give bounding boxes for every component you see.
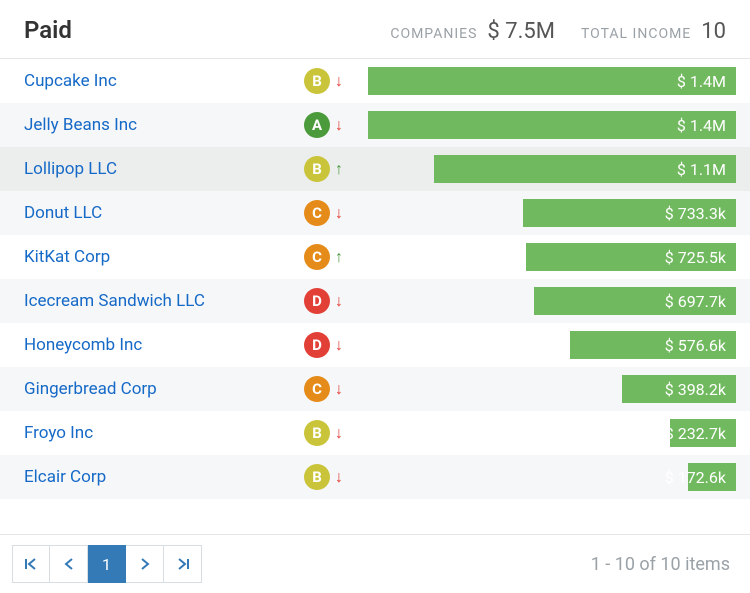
- page-last-icon: [177, 558, 189, 570]
- total-income-label: TOTAL INCOME: [581, 26, 691, 42]
- amount-bar-cell: $ 172.6k: [368, 463, 736, 491]
- amount-bar: $ 725.5k: [526, 243, 736, 271]
- page-title: Paid: [24, 16, 72, 44]
- grade-badge: A: [304, 112, 330, 138]
- page-prev-icon: [64, 558, 74, 570]
- grade-cell: C↑: [304, 244, 368, 270]
- trend-down-icon: ↓: [335, 381, 343, 397]
- trend-up-icon: ↑: [335, 161, 343, 177]
- amount-bar: $ 172.6k: [688, 463, 736, 491]
- page-number-button[interactable]: 1: [88, 545, 126, 583]
- amount-bar-cell: $ 1.1M: [368, 155, 736, 183]
- grade-badge: B: [304, 464, 330, 490]
- companies-label: COMPANIES: [390, 26, 477, 42]
- company-link[interactable]: Icecream Sandwich LLC: [24, 291, 304, 311]
- company-link[interactable]: KitKat Corp: [24, 247, 304, 267]
- page-next-icon: [140, 558, 150, 570]
- amount-bar: $ 1.1M: [434, 155, 736, 183]
- grade-cell: C↓: [304, 200, 368, 226]
- trend-down-icon: ↓: [335, 205, 343, 221]
- grade-cell: D↓: [304, 332, 368, 358]
- amount-bar: $ 1.4M: [368, 111, 736, 139]
- table-row[interactable]: Gingerbread CorpC↓$ 398.2k: [0, 367, 750, 411]
- page-last-button[interactable]: [164, 545, 202, 583]
- trend-down-icon: ↓: [335, 337, 343, 353]
- table-row[interactable]: Lollipop LLCB↑$ 1.1M: [0, 147, 750, 191]
- grade-cell: B↓: [304, 464, 368, 490]
- table-row[interactable]: Elcair CorpB↓$ 172.6k: [0, 455, 750, 499]
- company-link[interactable]: Lollipop LLC: [24, 159, 304, 179]
- page-first-button[interactable]: [12, 545, 50, 583]
- grade-cell: B↑: [304, 156, 368, 182]
- table-header: Paid COMPANIES $ 7.5M TOTAL INCOME 10: [0, 0, 750, 59]
- amount-bar-cell: $ 232.7k: [368, 419, 736, 447]
- amount-bar-cell: $ 1.4M: [368, 67, 736, 95]
- amount-bar-cell: $ 697.7k: [368, 287, 736, 315]
- company-link[interactable]: Jelly Beans Inc: [24, 115, 304, 135]
- grade-badge: B: [304, 68, 330, 94]
- grade-badge: C: [304, 200, 330, 226]
- amount-bar-cell: $ 733.3k: [368, 199, 736, 227]
- rows-container: Cupcake IncB↓$ 1.4MJelly Beans IncA↓$ 1.…: [0, 59, 750, 499]
- table-row[interactable]: Jelly Beans IncA↓$ 1.4M: [0, 103, 750, 147]
- table-row[interactable]: Froyo IncB↓$ 232.7k: [0, 411, 750, 455]
- amount-bar: $ 697.7k: [534, 287, 736, 315]
- trend-down-icon: ↓: [335, 117, 343, 133]
- grade-badge: C: [304, 244, 330, 270]
- grade-cell: A↓: [304, 112, 368, 138]
- trend-down-icon: ↓: [335, 293, 343, 309]
- amount-bar-cell: $ 1.4M: [368, 111, 736, 139]
- trend-down-icon: ↓: [335, 469, 343, 485]
- amount-bar-cell: $ 398.2k: [368, 375, 736, 403]
- company-link[interactable]: Donut LLC: [24, 203, 304, 223]
- trend-up-icon: ↑: [335, 249, 343, 265]
- grade-cell: D↓: [304, 288, 368, 314]
- amount-bar-cell: $ 576.6k: [368, 331, 736, 359]
- page-next-button[interactable]: [126, 545, 164, 583]
- table-row[interactable]: Cupcake IncB↓$ 1.4M: [0, 59, 750, 103]
- grade-cell: B↓: [304, 420, 368, 446]
- page-first-icon: [25, 558, 37, 570]
- grade-badge: D: [304, 332, 330, 358]
- grade-badge: C: [304, 376, 330, 402]
- company-link[interactable]: Froyo Inc: [24, 423, 304, 443]
- company-link[interactable]: Cupcake Inc: [24, 71, 304, 91]
- rows-scroll-viewport[interactable]: Cupcake IncB↓$ 1.4MJelly Beans IncA↓$ 1.…: [0, 59, 750, 534]
- grade-badge: B: [304, 420, 330, 446]
- page-prev-button[interactable]: [50, 545, 88, 583]
- pagination-buttons: 1: [12, 545, 202, 583]
- grade-badge: D: [304, 288, 330, 314]
- table-row[interactable]: KitKat CorpC↑$ 725.5k: [0, 235, 750, 279]
- company-link[interactable]: Honeycomb Inc: [24, 335, 304, 355]
- amount-bar: $ 733.3k: [523, 199, 736, 227]
- table-row[interactable]: Honeycomb IncD↓$ 576.6k: [0, 323, 750, 367]
- amount-bar: $ 576.6k: [570, 331, 736, 359]
- trend-down-icon: ↓: [335, 73, 343, 89]
- company-link[interactable]: Elcair Corp: [24, 467, 304, 487]
- amount-bar: $ 232.7k: [670, 419, 736, 447]
- amount-bar: $ 1.4M: [368, 67, 736, 95]
- table-row[interactable]: Icecream Sandwich LLCD↓$ 697.7k: [0, 279, 750, 323]
- companies-value: $ 7.5M: [487, 19, 555, 44]
- trend-down-icon: ↓: [335, 425, 343, 441]
- company-link[interactable]: Gingerbread Corp: [24, 379, 304, 399]
- pagination-summary: 1 - 10 of 10 items: [591, 554, 730, 575]
- amount-bar-cell: $ 725.5k: [368, 243, 736, 271]
- total-income-value: 10: [701, 19, 726, 44]
- grade-cell: B↓: [304, 68, 368, 94]
- amount-bar: $ 398.2k: [622, 375, 736, 403]
- table-row[interactable]: Donut LLCC↓$ 733.3k: [0, 191, 750, 235]
- grade-badge: B: [304, 156, 330, 182]
- pagination-bar: 1 1 - 10 of 10 items: [0, 534, 750, 593]
- grade-cell: C↓: [304, 376, 368, 402]
